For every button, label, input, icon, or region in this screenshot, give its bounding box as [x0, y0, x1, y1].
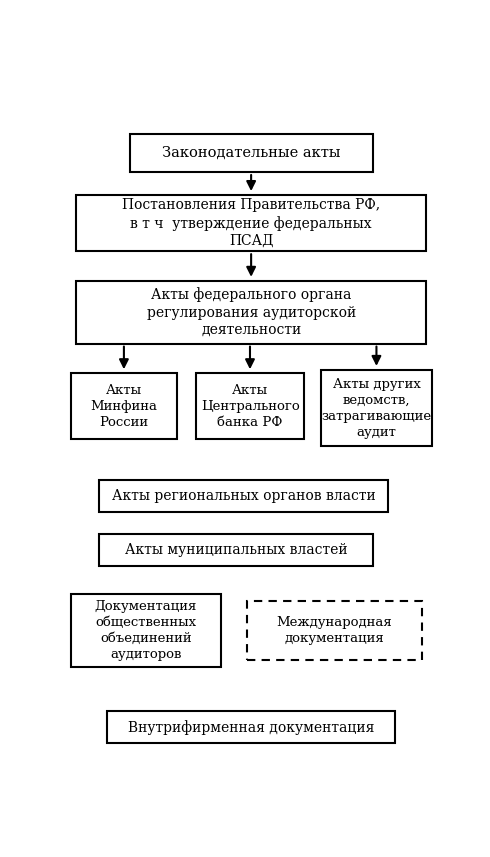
- Text: Международная
документация: Международная документация: [277, 616, 392, 645]
- FancyBboxPatch shape: [71, 595, 220, 667]
- FancyBboxPatch shape: [99, 535, 372, 566]
- Text: Акты
Минфина
России: Акты Минфина России: [91, 384, 157, 428]
- FancyBboxPatch shape: [76, 195, 426, 251]
- Text: Внутрифирменная документация: Внутрифирменная документация: [128, 720, 374, 734]
- Text: Акты муниципальных властей: Акты муниципальных властей: [124, 543, 347, 557]
- Text: Акты региональных органов власти: Акты региональных органов власти: [112, 489, 375, 503]
- Text: Документация
общественных
объединений
аудиторов: Документация общественных объединений ау…: [95, 600, 197, 662]
- FancyBboxPatch shape: [321, 370, 432, 446]
- FancyBboxPatch shape: [71, 374, 177, 440]
- FancyBboxPatch shape: [99, 480, 388, 512]
- FancyBboxPatch shape: [196, 374, 304, 440]
- Text: Законодательные акты: Законодательные акты: [162, 146, 341, 160]
- FancyBboxPatch shape: [247, 601, 422, 661]
- FancyBboxPatch shape: [76, 281, 426, 344]
- FancyBboxPatch shape: [129, 134, 373, 172]
- Text: Постановления Правительства РФ,
в т ч  утверждение федеральных
ПСАД: Постановления Правительства РФ, в т ч ут…: [122, 199, 380, 249]
- FancyBboxPatch shape: [107, 711, 395, 743]
- Text: Акты федерального органа
регулирования аудиторской
деятельности: Акты федерального органа регулирования а…: [147, 288, 356, 337]
- Text: Акты других
ведомств,
затрагивающие
аудит: Акты других ведомств, затрагивающие ауди…: [321, 378, 432, 439]
- Text: Акты
Центрального
банка РФ: Акты Центрального банка РФ: [201, 384, 299, 428]
